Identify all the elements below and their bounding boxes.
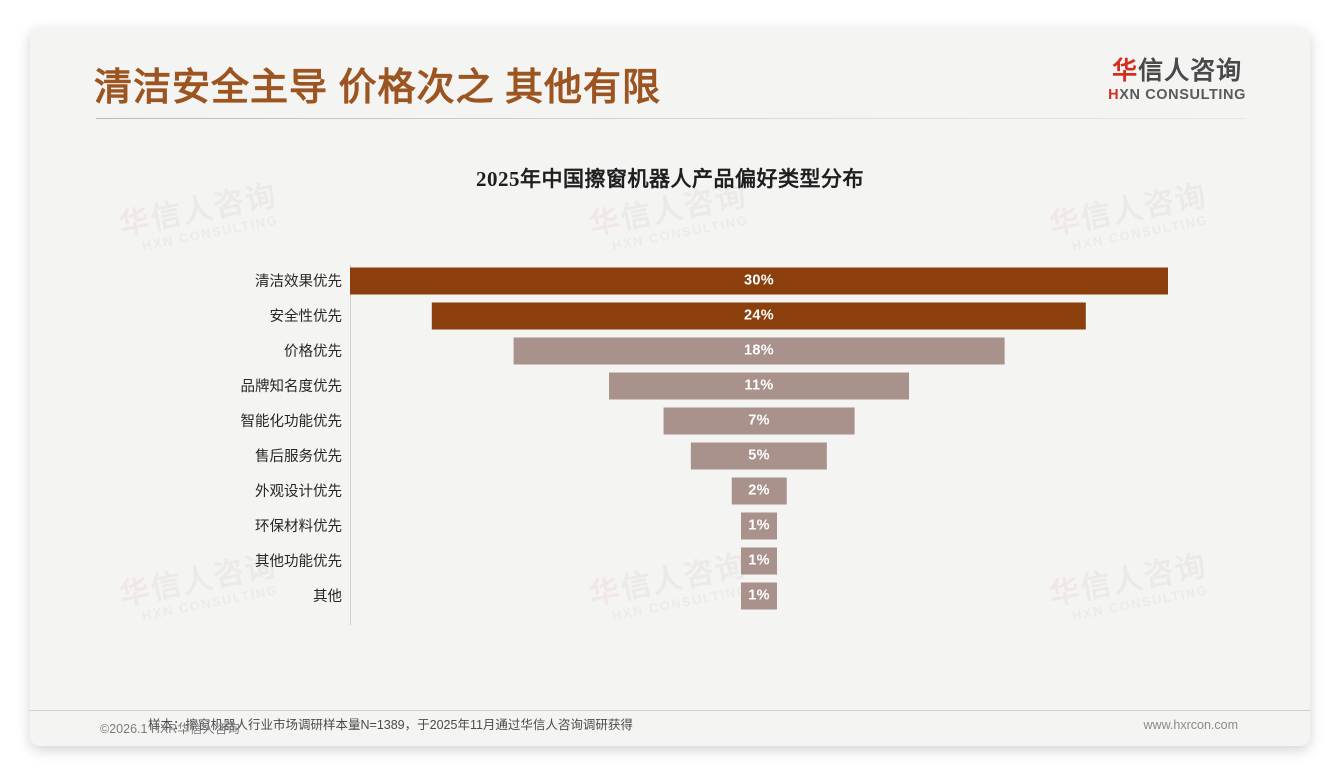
chart-bar-track: 1% (350, 508, 1160, 543)
watermark-en: HXN CONSULTING (1070, 212, 1210, 254)
chart-bar-track: 24% (350, 298, 1160, 333)
chart-bar[interactable]: 24% (431, 302, 1087, 329)
logo-english: HXN CONSULTING (1108, 87, 1246, 103)
chart-bar-value: 11% (744, 377, 774, 394)
chart-bar-value: 1% (748, 552, 770, 569)
chart-category-label: 售后服务优先 (255, 449, 342, 465)
chart-bar[interactable]: 1% (741, 582, 777, 609)
chart-title: 2025年中国擦窗机器人产品偏好类型分布 (476, 167, 864, 191)
chart-category-label: 智能化功能优先 (240, 414, 343, 430)
chart-bar-row: 其他功能优先 1% (200, 543, 1160, 578)
logo-chinese-rest: 信人咨询 (1138, 57, 1243, 85)
chart-bar[interactable]: 2% (731, 477, 787, 504)
chart-footnote: 样本：擦窗机器人行业市场调研样本量N=1389，于2025年11月通过华信人咨询… (148, 718, 633, 732)
chart-bar-row: 安全性优先 24% (200, 298, 1160, 333)
chart-category-label: 安全性优先 (269, 309, 343, 325)
chart-axis-line (350, 265, 351, 625)
logo-en-accent: H (1108, 87, 1120, 104)
chart-bar-track: 7% (350, 403, 1160, 438)
watermark-accent-char: 华 (586, 203, 625, 243)
chart-bar-value: 30% (744, 272, 774, 289)
chart-bar-value: 5% (748, 447, 770, 464)
copyright-text: ©2026.1 HXR华信人咨询 (100, 722, 240, 736)
logo-chinese: 华信人咨询 (1108, 58, 1246, 84)
chart-bar[interactable]: 7% (663, 407, 855, 434)
chart-bar-value: 24% (744, 307, 774, 324)
chart-bar-row: 环保材料优先 1% (200, 508, 1160, 543)
slide-header: 清洁安全主导 价格次之 其他有限 华信人咨询 HXN CONSULTING (30, 28, 1310, 128)
footer-divider (30, 710, 1310, 711)
chart-bar-row: 外观设计优先 2% (200, 473, 1160, 508)
chart-bar-row: 售后服务优先 5% (200, 438, 1160, 473)
chart-bar-track: 30% (350, 263, 1168, 298)
header-divider (96, 118, 1246, 119)
chart-category-label: 清洁效果优先 (255, 274, 342, 290)
chart-bar-row: 品牌知名度优先 11% (200, 368, 1160, 403)
funnel-chart: 清洁效果优先 30% 安全性优先 24% 价格优先 18% 品牌知名度优先 11% 智能化功能优… (200, 263, 1168, 653)
chart-bar[interactable]: 1% (741, 512, 777, 539)
chart-category-label: 环保材料优先 (255, 519, 342, 535)
chart-bar-track: 18% (350, 333, 1160, 368)
watermark-en: HXN CONSULTING (140, 212, 280, 254)
chart-bar-track: 11% (350, 368, 1160, 403)
chart-bar[interactable]: 1% (741, 547, 777, 574)
website-link[interactable]: www.hxrcon.com (1143, 718, 1238, 732)
watermark-en: HXN CONSULTING (610, 212, 750, 254)
watermark-accent-char: 华 (1046, 203, 1085, 243)
watermark-accent-char: 华 (116, 573, 155, 613)
chart-bar-row: 清洁效果优先 30% (200, 263, 1168, 298)
chart-bar[interactable]: 11% (609, 372, 909, 399)
slide-canvas: 华信人咨询 HXN CONSULTING 华信人咨询 HXN CONSULTIN… (30, 28, 1310, 746)
chart-category-label: 其他功能优先 (255, 554, 342, 570)
chart-bar-track: 2% (350, 473, 1160, 508)
slide-footer: ©2026.1 HXR华信人咨询 www.hxrcon.com (30, 710, 1310, 746)
logo-en-rest: XN CONSULTING (1119, 87, 1246, 104)
chart-bar-track: 1% (350, 543, 1160, 578)
chart-category-label: 其他 (313, 589, 342, 605)
chart-bar-row: 价格优先 18% (200, 333, 1160, 368)
chart-bar-row: 智能化功能优先 7% (200, 403, 1160, 438)
chart-bar-value: 7% (748, 412, 770, 429)
chart-category-label: 品牌知名度优先 (240, 379, 343, 395)
chart-bar[interactable]: 5% (690, 442, 828, 469)
chart-category-label: 价格优先 (284, 344, 342, 360)
chart-bar-value: 1% (748, 587, 770, 604)
watermark-accent-char: 华 (116, 203, 155, 243)
chart-bar-track: 5% (350, 438, 1160, 473)
chart-bar-value: 18% (744, 342, 774, 359)
chart-bar-value: 2% (748, 482, 770, 499)
chart-bar-row: 其他 1% (200, 578, 1160, 613)
chart-bar[interactable]: 30% (350, 267, 1168, 294)
chart-bar-rows: 清洁效果优先 30% 安全性优先 24% 价格优先 18% 品牌知名度优先 11% 智能化功能优… (200, 263, 1168, 613)
logo-accent-char: 华 (1112, 57, 1139, 85)
page-title: 清洁安全主导 价格次之 其他有限 (94, 67, 662, 109)
chart-category-label: 外观设计优先 (255, 484, 342, 500)
brand-logo: 华信人咨询 HXN CONSULTING (1108, 58, 1246, 103)
chart-bar-value: 1% (748, 517, 770, 534)
chart-bar[interactable]: 18% (513, 337, 1005, 364)
chart-bar-track: 1% (350, 578, 1160, 613)
